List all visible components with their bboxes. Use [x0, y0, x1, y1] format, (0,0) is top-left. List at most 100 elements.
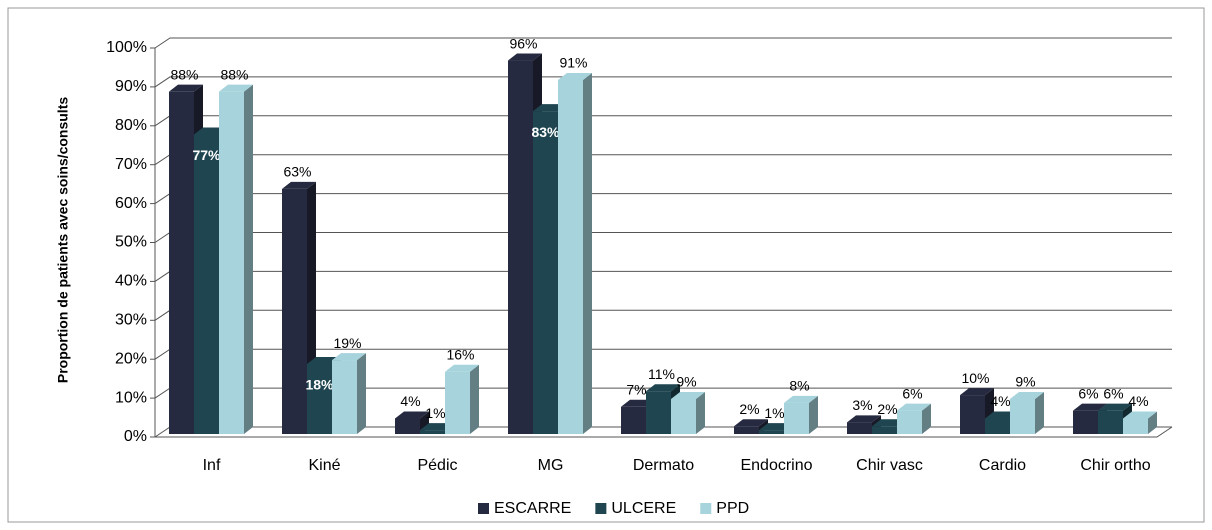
bar-side: [583, 73, 592, 434]
value-label: 3%: [852, 397, 872, 413]
bar: [646, 391, 671, 434]
bar: [219, 91, 244, 435]
y-tick-label: 30%: [115, 312, 147, 329]
bar: [508, 60, 533, 435]
bar: [332, 360, 357, 434]
value-label: 4%: [400, 393, 420, 409]
value-label: 16%: [446, 346, 474, 362]
floor-edge: [155, 426, 1173, 438]
bar: [784, 402, 809, 434]
value-label: 83%: [531, 124, 560, 140]
bar-top: [646, 384, 680, 392]
value-label: 4%: [990, 393, 1010, 409]
bar-side: [470, 364, 479, 434]
bar-top: [219, 84, 253, 92]
bar: [420, 430, 445, 434]
bar: [307, 363, 332, 434]
value-label: 11%: [648, 366, 675, 382]
value-label: 2%: [877, 401, 897, 417]
value-label: 18%: [305, 377, 334, 393]
legend-swatch: [700, 503, 712, 514]
bar: [194, 134, 219, 434]
value-label: 1%: [764, 405, 784, 421]
bar-side: [1035, 391, 1044, 434]
x-tick-label: Chir ortho: [1080, 457, 1150, 474]
bar: [1123, 418, 1148, 434]
value-label: 88%: [220, 66, 248, 82]
y-tick-label: 40%: [115, 273, 147, 290]
bar-top: [1010, 391, 1044, 399]
bar: [395, 418, 420, 434]
bar: [558, 80, 583, 434]
y-tick-label: 100%: [106, 39, 147, 56]
bar-top: [282, 181, 316, 189]
value-label: 8%: [789, 378, 809, 394]
bar: [1098, 410, 1123, 434]
x-tick-label: Endocrino: [740, 457, 812, 474]
legend-label: ULCERE: [611, 500, 676, 517]
bar-top: [734, 419, 768, 427]
bar-side: [696, 391, 705, 434]
bar: [847, 422, 872, 434]
bar: [282, 188, 307, 434]
bar-top: [784, 395, 818, 403]
y-tick-label: 80%: [115, 117, 147, 134]
bar: [985, 418, 1010, 434]
x-tick-label: Chir vasc: [856, 457, 923, 474]
bar-side: [357, 353, 366, 434]
bar-top: [847, 415, 881, 423]
value-label: 6%: [1078, 385, 1098, 401]
bar: [533, 111, 558, 434]
value-label: 19%: [333, 335, 361, 351]
bar-top: [169, 84, 203, 92]
bar-side: [1148, 411, 1157, 434]
bar: [1010, 398, 1035, 434]
bar: [759, 430, 784, 434]
bar-top: [1098, 403, 1132, 411]
x-tick-label: Inf: [203, 457, 221, 474]
value-label: 2%: [739, 401, 759, 417]
bar-top: [508, 53, 542, 61]
y-tick-label: 0%: [124, 428, 147, 445]
bar: [621, 406, 646, 434]
value-label: 77%: [192, 147, 221, 163]
x-tick-label: Kiné: [308, 457, 340, 474]
grid-line: [154, 37, 1172, 49]
value-label: 9%: [676, 374, 696, 390]
bar: [671, 398, 696, 434]
bar: [897, 410, 922, 434]
bar-top: [897, 403, 931, 411]
y-axis-title: Proportion de patients avec soins/consul…: [55, 97, 71, 383]
bar: [872, 426, 897, 434]
bar-top: [1073, 403, 1107, 411]
legend-swatch: [478, 503, 489, 514]
bar: [445, 371, 470, 434]
bar-top: [558, 73, 592, 81]
legend-label: PPD: [716, 500, 749, 517]
value-label: 6%: [1103, 385, 1123, 401]
value-label: 1%: [425, 405, 445, 421]
value-label: 10%: [961, 370, 989, 386]
value-label: 4%: [1128, 393, 1148, 409]
bar-side: [922, 403, 931, 434]
grid-line: [154, 76, 1172, 88]
x-tick-label: MG: [538, 457, 564, 474]
y-tick-label: 60%: [115, 195, 147, 212]
value-label: 96%: [509, 35, 537, 51]
y-tick-label: 50%: [115, 234, 147, 251]
bar: [734, 426, 759, 434]
value-label: 6%: [902, 385, 922, 401]
x-tick-label: Pédic: [417, 457, 457, 474]
bar-top: [395, 411, 429, 419]
legend-swatch: [595, 503, 607, 514]
y-tick-label: 70%: [115, 156, 147, 173]
value-label: 63%: [283, 164, 311, 180]
bar: [169, 91, 194, 435]
y-tick-label: 20%: [115, 350, 147, 367]
bar-side: [809, 395, 818, 434]
bar: [960, 395, 985, 434]
value-label: 7%: [626, 381, 646, 397]
bar-top: [671, 391, 705, 399]
bar-top: [332, 353, 366, 361]
